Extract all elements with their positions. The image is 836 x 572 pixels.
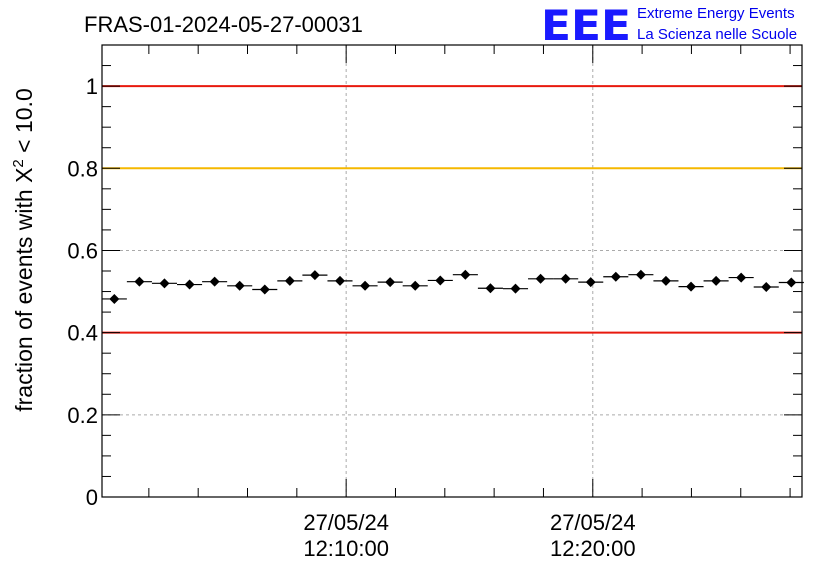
data-point (184, 279, 195, 290)
data-point (410, 280, 421, 291)
y-tick-label: 0.4 (67, 321, 98, 346)
x-tick-label-time: 12:10:00 (303, 536, 389, 561)
x-tick-label-date: 27/05/24 (550, 510, 636, 535)
plot-frame (101, 44, 803, 498)
data-point (159, 278, 170, 289)
y-tick-label: 0.8 (67, 156, 98, 181)
data-point (360, 280, 371, 291)
data-point (485, 283, 496, 294)
x-tick-label-date: 27/05/24 (303, 510, 389, 535)
y-axis-label-symbol: X (11, 168, 37, 183)
data-point (234, 280, 245, 291)
data-point (134, 276, 145, 287)
grid (102, 45, 802, 497)
data-point (435, 275, 446, 286)
data-series (101, 269, 804, 304)
reference-lines (102, 85, 802, 334)
axes (101, 44, 803, 498)
data-point (460, 269, 471, 280)
data-point (510, 283, 521, 294)
data-point (334, 275, 345, 286)
y-axis-label-prefix: fraction of events with (11, 183, 37, 412)
data-point (535, 273, 546, 284)
data-point (284, 275, 295, 286)
data-point (259, 284, 270, 295)
y-axis-label-superscript: 2 (10, 159, 27, 167)
y-tick-label: 0.2 (67, 403, 98, 428)
data-point (209, 276, 220, 287)
logo-mark: EEE (541, 1, 631, 50)
logo-line-1: Extreme Energy Events (637, 5, 795, 22)
data-point (309, 270, 320, 281)
data-point (610, 271, 621, 282)
tick-labels: 00.20.40.60.8127/05/2412:10:0027/05/2412… (67, 74, 635, 561)
y-tick-label: 1 (86, 74, 98, 99)
data-point (786, 277, 797, 288)
data-point (686, 281, 697, 292)
y-tick-label: 0.6 (67, 238, 98, 263)
data-point (560, 273, 571, 284)
data-point (711, 275, 722, 286)
y-tick-label: 0 (86, 485, 98, 510)
data-point (736, 272, 747, 283)
data-point (585, 277, 596, 288)
chart-title: FRAS-01-2024-05-27-00031 (84, 12, 363, 37)
data-point (109, 293, 120, 304)
data-point (761, 282, 772, 293)
data-point (635, 269, 646, 280)
y-axis-label-suffix: < 10.0 (11, 88, 37, 159)
y-axis-label: fraction of events with X2 < 10.0 (10, 88, 37, 412)
data-point (660, 275, 671, 286)
data-point (385, 277, 396, 288)
x-tick-label-time: 12:20:00 (550, 536, 636, 561)
eee-logo: EEE Extreme Energy Events La Scienza nel… (541, 1, 797, 50)
logo-line-2: La Scienza nelle Scuole (637, 26, 797, 43)
